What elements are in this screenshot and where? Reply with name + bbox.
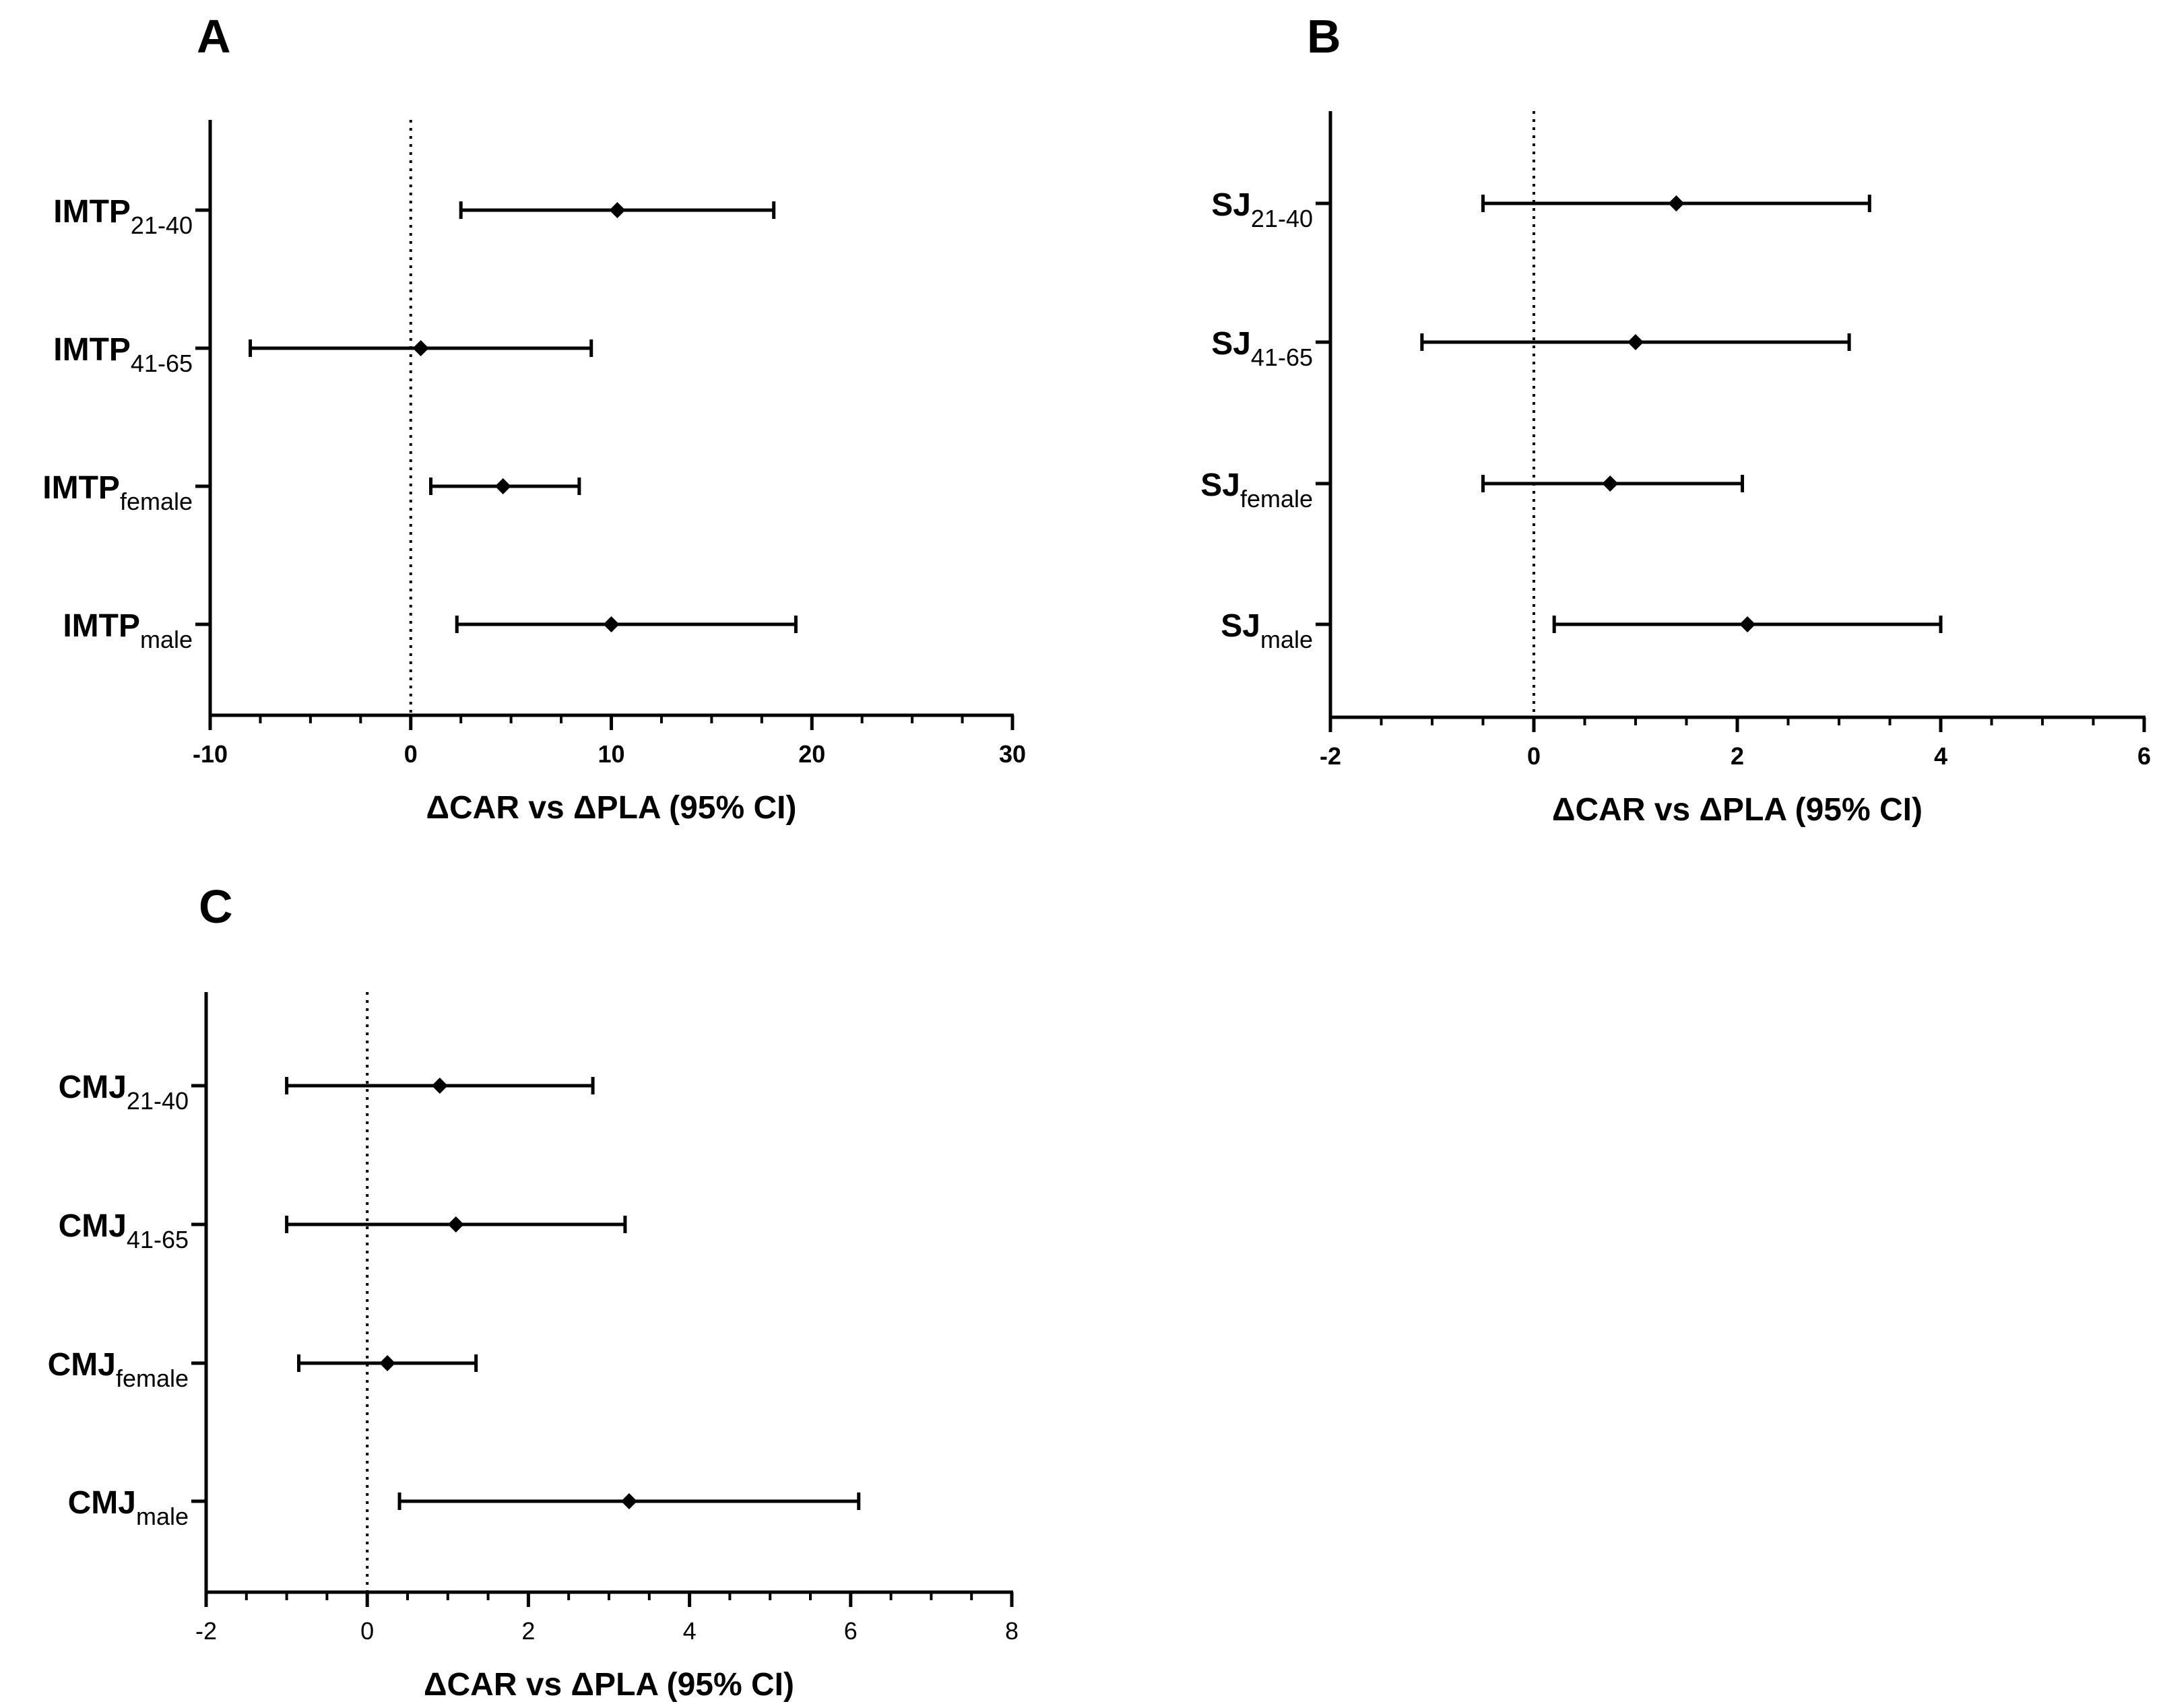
point-estimate-marker (1739, 616, 1756, 632)
x-tick-label: 6 (844, 1617, 858, 1645)
x-axis-title: ΔCAR vs ΔPLA (95% CI) (426, 790, 797, 826)
panel-letter: C (199, 880, 233, 933)
x-tick-label: 0 (1527, 742, 1541, 770)
row-label-subscript: 41-65 (1251, 343, 1313, 371)
x-tick-label: 6 (2137, 742, 2151, 770)
row-label: SJ41-65 (1211, 326, 1313, 371)
point-estimate-marker (620, 1493, 637, 1509)
x-tick-label: 4 (1934, 742, 1947, 770)
row-label-subscript: female (116, 1365, 189, 1392)
x-tick-label: 30 (999, 740, 1026, 768)
forest-row: CMJ41-65 (59, 1208, 627, 1253)
row-label: SJ21-40 (1211, 187, 1313, 232)
row-label: SJfemale (1200, 467, 1313, 513)
row-label-subscript: 41-65 (131, 350, 193, 377)
forest-row: IMTPfemale (42, 470, 581, 515)
row-label-main: IMTP (63, 608, 140, 644)
x-tick-label: 10 (598, 740, 624, 768)
row-label: IMTPfemale (42, 470, 193, 515)
row-label: IMTP21-40 (53, 194, 193, 239)
row-label-main: SJ (1221, 608, 1260, 644)
row-label-subscript: female (1240, 485, 1313, 513)
row-label-subscript: 21-40 (1251, 205, 1313, 232)
forest-row: CMJ21-40 (59, 1070, 595, 1115)
x-tick-label: 2 (521, 1617, 535, 1645)
panel-letter: B (1307, 10, 1341, 63)
row-label-main: IMTP (53, 194, 131, 230)
x-tick-label: 8 (1005, 1617, 1019, 1645)
row-label: CMJmale (68, 1485, 189, 1530)
x-tick-label: 2 (1731, 742, 1744, 770)
x-tick-label: -2 (195, 1617, 217, 1645)
forest-row: SJfemale (1200, 467, 1745, 513)
point-estimate-marker (431, 1078, 448, 1094)
x-tick-label: -10 (193, 740, 228, 768)
row-label-subscript: male (140, 626, 193, 653)
row-label-subscript: 21-40 (127, 1087, 189, 1115)
row-label-main: CMJ (59, 1070, 127, 1105)
point-estimate-marker (1668, 195, 1685, 211)
row-label-main: SJ (1211, 187, 1251, 223)
row-label-main: SJ (1200, 467, 1240, 503)
forest-row: CMJfemale (48, 1347, 478, 1392)
point-estimate-marker (447, 1216, 464, 1233)
forest-row: CMJmale (68, 1485, 861, 1530)
row-label: SJmale (1221, 608, 1313, 653)
row-label-main: CMJ (68, 1485, 136, 1521)
row-label-main: CMJ (59, 1208, 127, 1244)
point-estimate-marker (1627, 334, 1644, 350)
row-label-main: SJ (1211, 326, 1251, 362)
row-label-subscript: 21-40 (131, 211, 193, 239)
row-label-subscript: 41-65 (127, 1226, 189, 1253)
forest-row: SJmale (1221, 608, 1943, 653)
x-tick-label: 0 (360, 1617, 374, 1645)
panel-letter: A (197, 10, 231, 63)
point-estimate-marker (412, 340, 429, 356)
forest-row: IMTPmale (63, 608, 798, 653)
row-label-main: IMTP (53, 332, 131, 368)
row-label: CMJ21-40 (59, 1070, 189, 1115)
point-estimate-marker (494, 478, 511, 494)
row-label-main: IMTP (42, 470, 120, 506)
x-tick-label: 20 (798, 740, 825, 768)
row-label-main: CMJ (48, 1347, 116, 1383)
forest-row: SJ21-40 (1211, 187, 1871, 232)
forest-row: SJ41-65 (1211, 326, 1851, 371)
row-label: IMTP41-65 (53, 332, 193, 377)
point-estimate-marker (1602, 475, 1619, 492)
forest-row: IMTP21-40 (53, 194, 776, 239)
x-axis-title: ΔCAR vs ΔPLA (95% CI) (424, 1667, 794, 1703)
x-tick-label: -2 (1320, 742, 1341, 770)
row-label-subscript: male (136, 1503, 189, 1530)
row-label-subscript: male (1260, 626, 1313, 653)
point-estimate-marker (609, 202, 626, 218)
row-label-subscript: female (120, 488, 193, 515)
row-label: IMTPmale (63, 608, 193, 653)
point-estimate-marker (603, 616, 620, 632)
row-label: CMJ41-65 (59, 1208, 189, 1253)
x-tick-label: 0 (404, 740, 418, 768)
point-estimate-marker (379, 1355, 396, 1371)
row-label: CMJfemale (48, 1347, 189, 1392)
forest-row: IMTP41-65 (53, 332, 593, 377)
x-axis-title: ΔCAR vs ΔPLA (95% CI) (1552, 792, 1923, 828)
x-tick-label: 4 (683, 1617, 697, 1645)
